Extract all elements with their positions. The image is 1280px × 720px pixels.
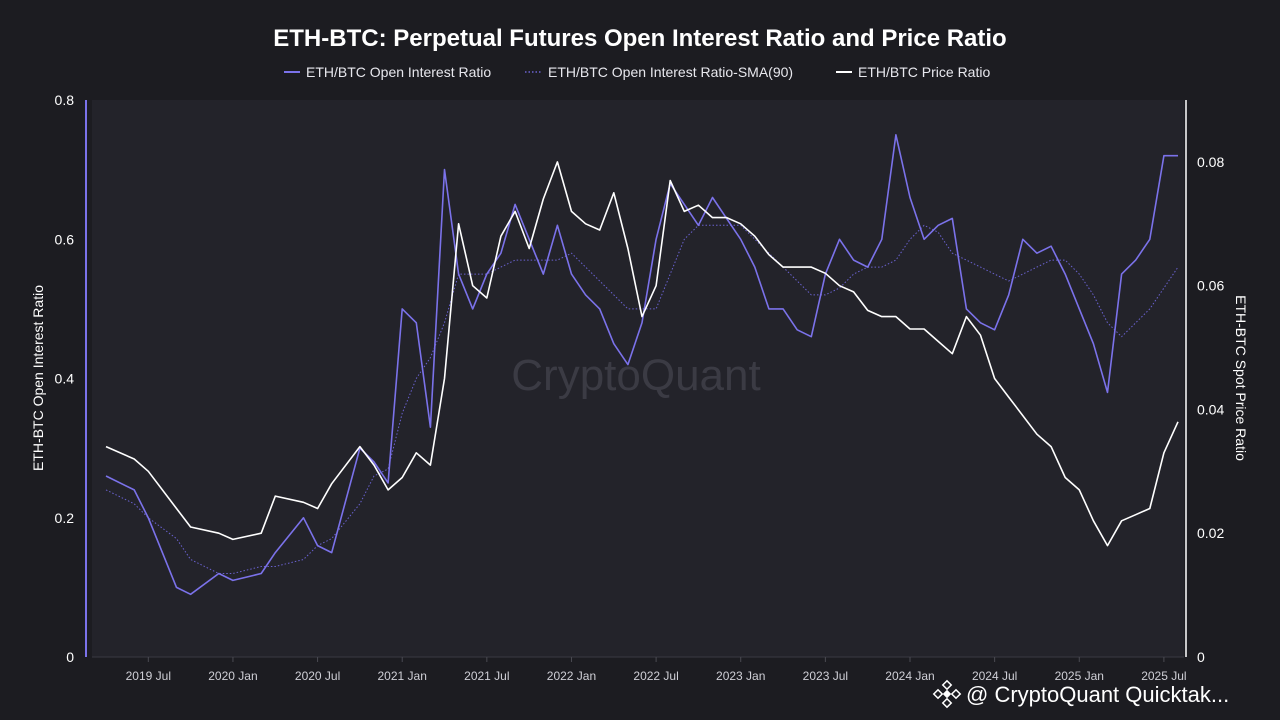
legend-item-price-ratio[interactable]: ETH/BTC Price Ratio xyxy=(836,64,990,80)
y-tick-left: 0.8 xyxy=(55,92,75,108)
y-tick-right: 0.08 xyxy=(1197,154,1224,170)
x-tick-label: 2023 Jan xyxy=(716,669,765,683)
series-line-1 xyxy=(105,224,1179,574)
credit-badge: @ CryptoQuant Quicktak... xyxy=(932,679,1229,709)
legend: ETH/BTC Open Interest Ratio ETH/BTC Open… xyxy=(284,64,990,80)
y-tick-left: 0.2 xyxy=(55,510,75,526)
y-axis-label-left: ETH-BTC Open Interest Ratio xyxy=(30,285,46,471)
plot-area xyxy=(92,100,1184,657)
legend-label-oi-sma: ETH/BTC Open Interest Ratio-SMA(90) xyxy=(548,64,793,80)
y-tick-right: 0 xyxy=(1197,649,1205,665)
legend-item-oi-ratio[interactable]: ETH/BTC Open Interest Ratio xyxy=(284,64,491,80)
credit-text: @ CryptoQuant Quicktak... xyxy=(966,682,1229,707)
y-tick-right: 0.04 xyxy=(1197,401,1224,417)
legend-label-price-ratio: ETH/BTC Price Ratio xyxy=(858,64,990,80)
x-tick-label: 2025 Jul xyxy=(1141,669,1186,683)
y-ticks-left: 0 0.2 0.4 0.6 0.8 xyxy=(55,92,75,665)
x-tick-label: 2025 Jan xyxy=(1055,669,1104,683)
watermark: CryptoQuant xyxy=(511,351,760,400)
y-tick-left: 0.6 xyxy=(55,231,75,247)
legend-item-oi-sma[interactable]: ETH/BTC Open Interest Ratio-SMA(90) xyxy=(525,64,793,80)
y-tick-right: 0.06 xyxy=(1197,278,1224,294)
x-tick-label: 2024 Jul xyxy=(972,669,1017,683)
x-tick-label: 2024 Jan xyxy=(885,669,934,683)
y-axis-label-right: ETH-BTC Spot Price Ratio xyxy=(1233,295,1249,461)
x-tick-label: 2022 Jul xyxy=(633,669,678,683)
series-layer xyxy=(105,134,1179,596)
x-tick-label: 2021 Jul xyxy=(464,669,509,683)
y-tick-right: 0.02 xyxy=(1197,525,1224,541)
y-tick-left: 0 xyxy=(66,649,74,665)
x-tick-label: 2023 Jul xyxy=(803,669,848,683)
binance-diamond-icon xyxy=(932,679,962,709)
x-ticks: 2019 Jul 2020 Jan 2020 Jul 2021 Jan 2021 Jul… xyxy=(126,657,1187,683)
legend-label-oi-ratio: ETH/BTC Open Interest Ratio xyxy=(306,64,491,80)
y-ticks-right: 0 0.02 0.04 0.06 0.08 xyxy=(1197,154,1224,665)
x-tick-label: 2020 Jan xyxy=(208,669,257,683)
x-tick-label: 2019 Jul xyxy=(126,669,171,683)
series-line-0 xyxy=(105,134,1178,596)
y-tick-left: 0.4 xyxy=(55,371,75,387)
x-tick-label: 2022 Jan xyxy=(547,669,596,683)
chart-title: ETH-BTC: Perpetual Futures Open Interest… xyxy=(273,25,1006,52)
x-tick-label: 2021 Jan xyxy=(378,669,427,683)
series-line-2 xyxy=(105,161,1179,547)
x-tick-label: 2020 Jul xyxy=(295,669,340,683)
